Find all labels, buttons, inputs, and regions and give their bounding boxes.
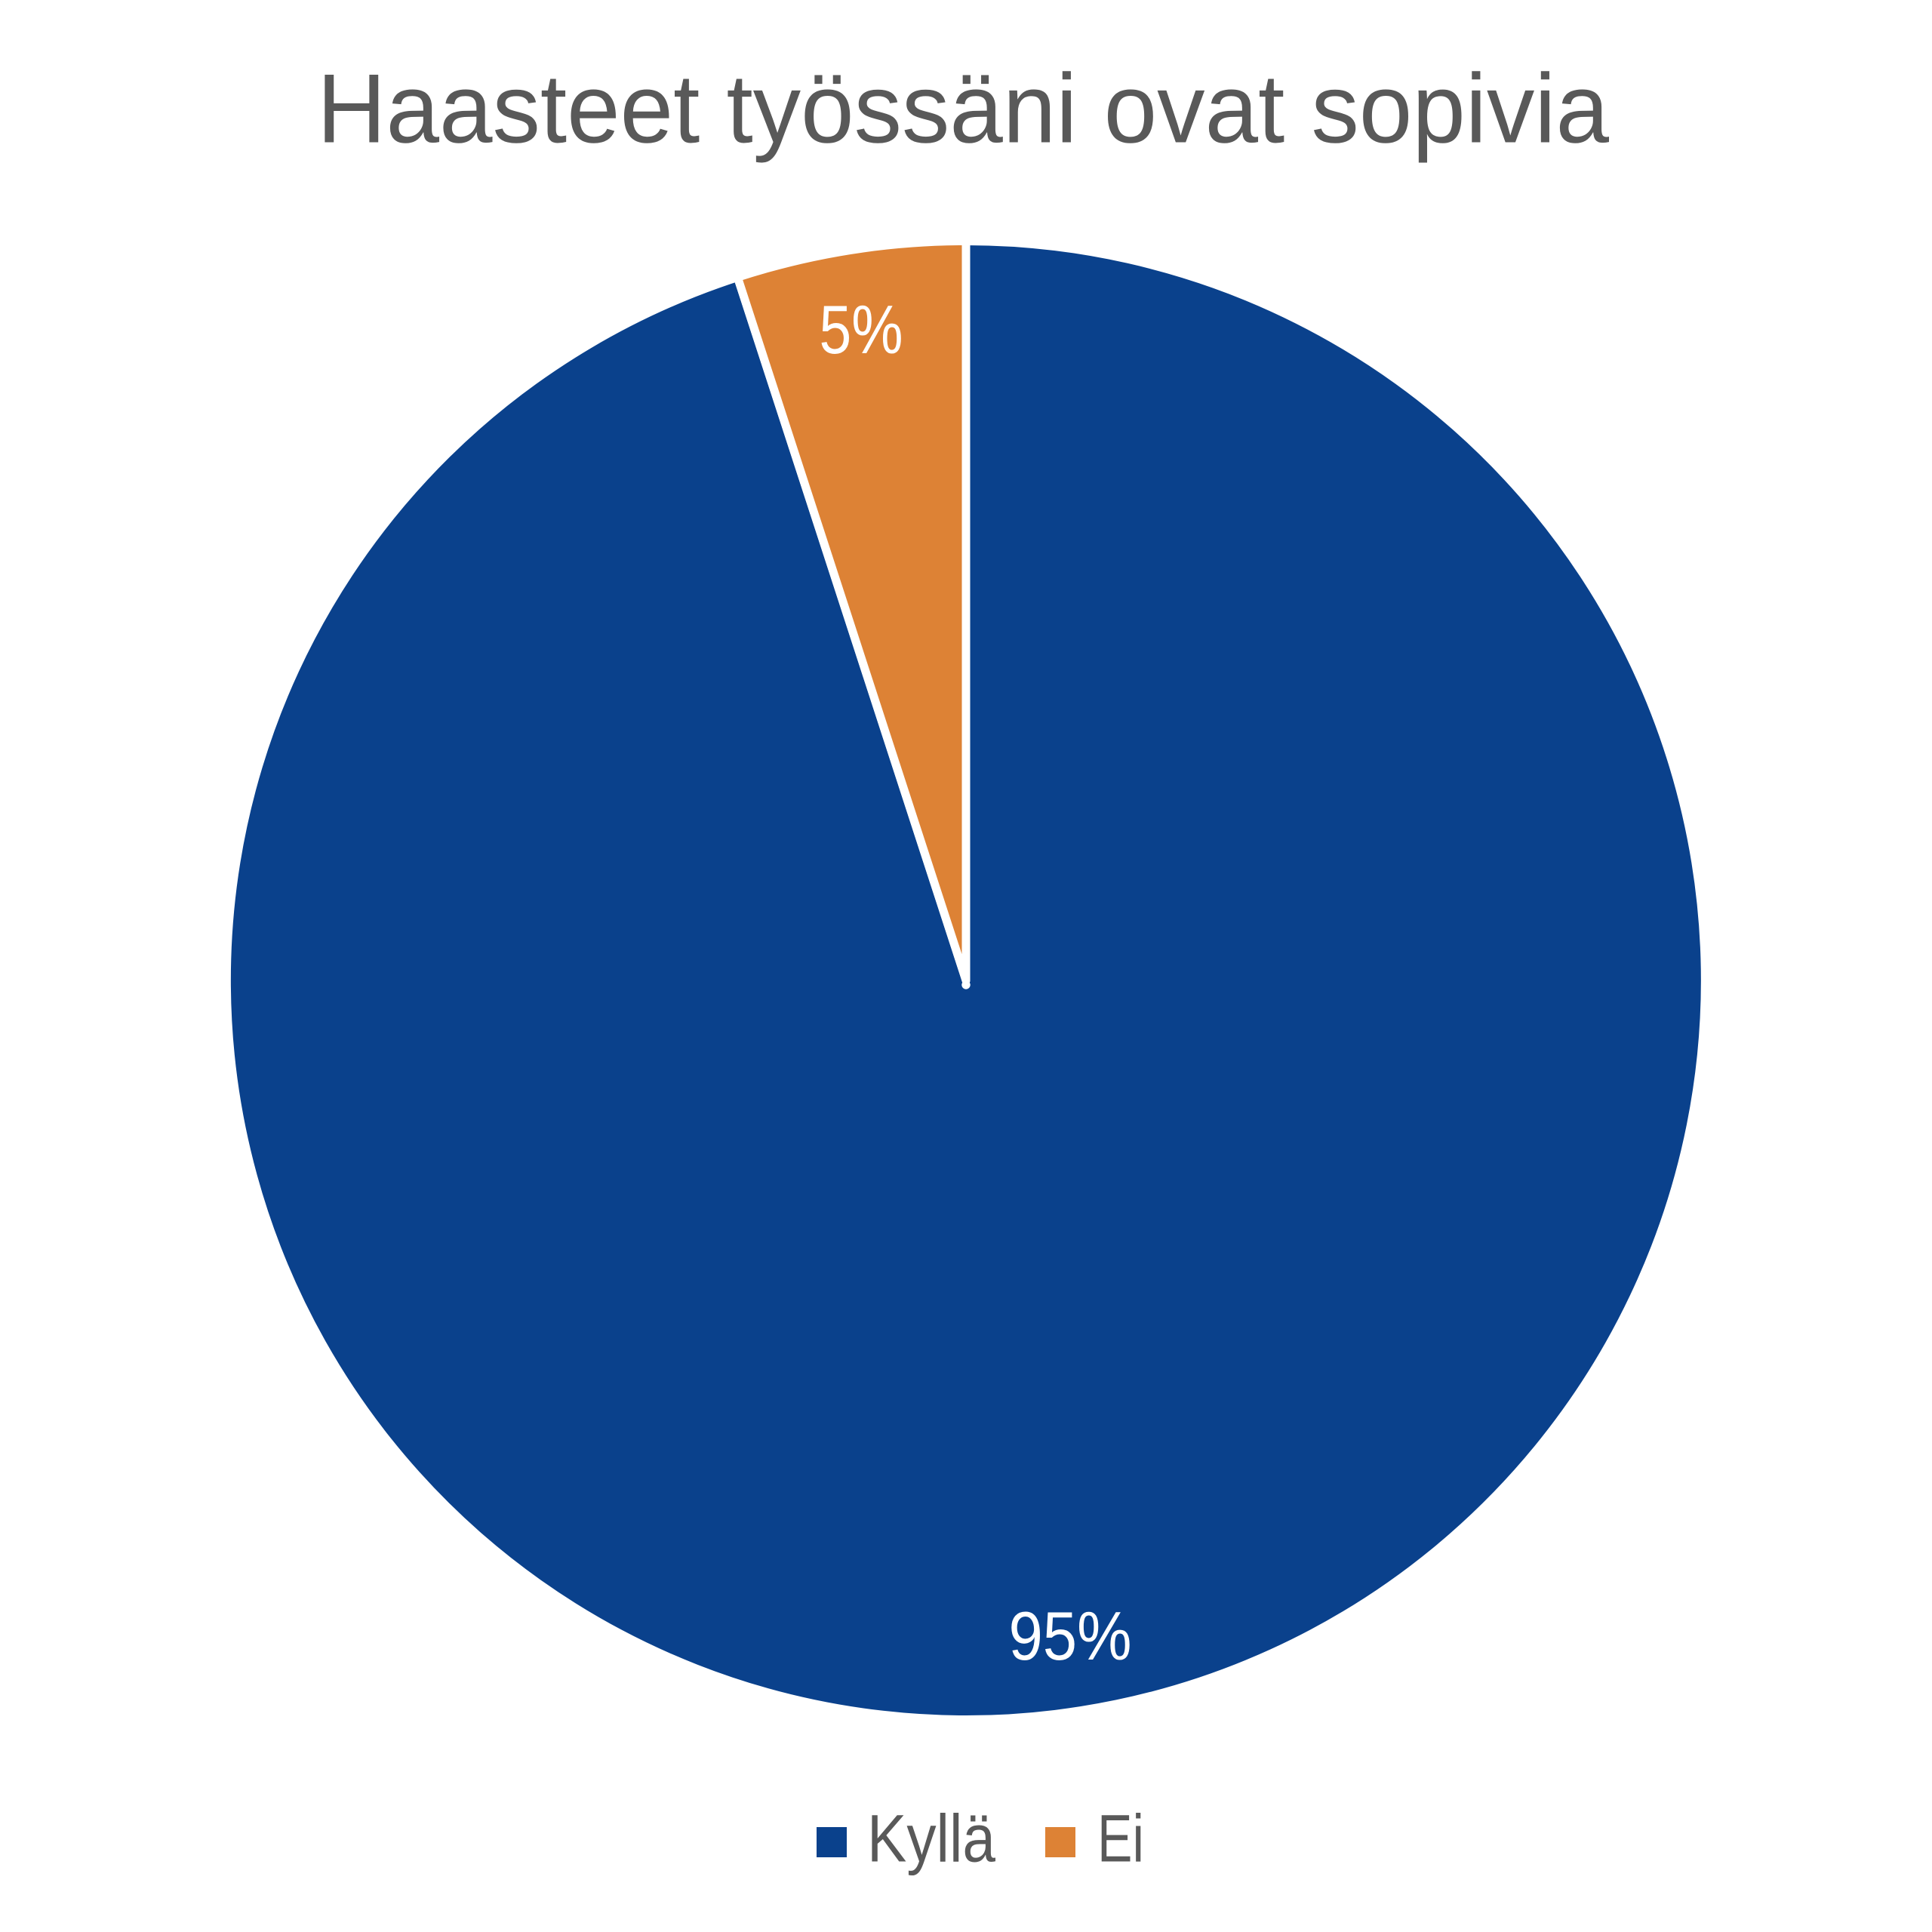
svg-text:95%: 95% xyxy=(1009,1598,1132,1675)
svg-text:Haasteet työssäni ovat sopivia: Haasteet työssäni ovat sopivia xyxy=(317,54,1610,164)
svg-text:Kyllä: Kyllä xyxy=(867,1801,995,1876)
svg-text:Ei: Ei xyxy=(1097,1801,1144,1876)
svg-text:5%: 5% xyxy=(820,292,903,368)
